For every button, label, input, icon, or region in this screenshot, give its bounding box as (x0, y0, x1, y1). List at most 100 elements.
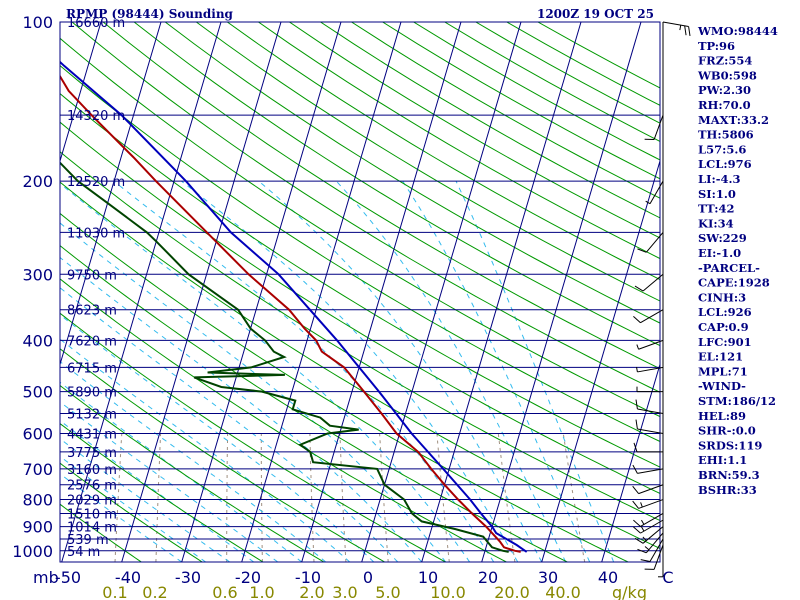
dry-adiabat-line (60, 121, 660, 494)
mixing-ratio-line (260, 433, 263, 562)
wind-barb (632, 464, 664, 474)
wind-barb (633, 442, 663, 453)
dry-adiabat-line (537, 22, 660, 89)
isotherm-line (61, 22, 222, 562)
index-value: LI:-4.3 (698, 172, 741, 186)
height-label: 6715 m (67, 361, 117, 376)
height-label: 7620 m (67, 334, 117, 349)
height-label: 8623 m (67, 304, 117, 319)
wind-barb (644, 114, 664, 141)
temperature-tick-label: -50 (55, 568, 81, 587)
index-value: EL:121 (698, 350, 743, 364)
height-label: 1014 m (67, 521, 117, 536)
moist-adiabat-line (60, 401, 279, 562)
index-value: BRN:59.3 (698, 468, 760, 482)
index-value: MPL:71 (698, 364, 748, 378)
temperature-tick-label: 20 (478, 568, 498, 587)
mixing-ratio-line (339, 433, 347, 562)
temperature-line (60, 74, 521, 553)
wind-barb (635, 399, 664, 414)
dry-adiabat-line (133, 22, 660, 347)
index-value: -PARCEL- (698, 261, 760, 275)
dry-adiabat-line (60, 244, 568, 562)
wind-barb (635, 419, 664, 434)
wind-barb (634, 526, 664, 544)
isotherm-line (541, 159, 660, 562)
wind-barb (633, 513, 664, 527)
pressure-tick-label: 500 (22, 383, 53, 402)
dry-adiabat-line (60, 212, 629, 562)
moist-adiabat-line (181, 180, 519, 562)
index-value: CINH:3 (698, 290, 746, 304)
mixing-ratio-line (226, 433, 229, 562)
index-value: RH:70.0 (698, 98, 751, 112)
moist-adiabat-line (60, 360, 327, 562)
isotherm-line (60, 22, 102, 163)
pressure-tick-label: 1000 (12, 542, 53, 561)
mixing-ratio-tick-label: 1.0 (249, 583, 274, 600)
height-label: 9750 m (67, 268, 117, 283)
mixing-ratio-line (436, 433, 450, 562)
moist-adiabat-line (60, 381, 303, 562)
temperature-tick-labels: -50 -40 -30 -20 -10 0 10 20 30 40 C (55, 568, 674, 587)
isotherm-line (0, 22, 41, 562)
isotherm-line (301, 22, 462, 562)
pressure-tick-labels: 100 200 300 400 500 600 700 800 900 1000 (12, 13, 53, 561)
moist-adiabat-line (60, 438, 230, 562)
moist-adiabat-line (60, 256, 423, 562)
wind-barb (637, 232, 664, 253)
mixing-ratio-tick-labels: 0.1 0.2 0.6 1.0 2.0 3.0 5.0 10.0 20.0 40.0 (102, 583, 581, 600)
dry-adiabat-line (60, 462, 203, 562)
index-value: TT:42 (698, 202, 735, 216)
index-value: CAP:0.9 (698, 320, 749, 334)
index-value: HEL:89 (698, 409, 746, 423)
wind-barb (632, 484, 664, 495)
chart-datetime: 1200Z 19 OCT 25 (537, 7, 654, 21)
isotherms (0, 22, 660, 562)
dry-adiabat-line (227, 22, 660, 281)
pressure-tick-label: 400 (22, 331, 53, 350)
mixing-ratio-tick-label: 3.0 (332, 583, 357, 600)
wind-barb (633, 519, 664, 534)
moist-adiabat-line (455, 180, 615, 562)
wind-barb (634, 273, 664, 292)
pressure-tick-label: 200 (22, 172, 53, 191)
wind-barb (632, 499, 664, 509)
height-labels: 16660 m 14320 m 12520 m 11030 m 9750 m 8623 m… (67, 16, 125, 560)
temperature-tick-label: 40 (598, 568, 618, 587)
grid-lines (0, 22, 660, 562)
dry-adiabat-line (102, 22, 660, 370)
isotherm-line (181, 22, 342, 562)
temperature-tick-label: 10 (418, 568, 438, 587)
mixing-ratio-tick-label: 0.2 (142, 583, 167, 600)
dry-adiabat-line (71, 22, 660, 393)
dry-adiabat-line (60, 151, 660, 522)
mixing-ratio-tick-label: 0.6 (212, 583, 237, 600)
index-value: TH:5806 (698, 128, 754, 142)
wind-barb (633, 309, 664, 324)
pressure-tick-label: 800 (22, 491, 53, 510)
height-label: 3775 m (67, 446, 117, 461)
index-value: LFC:901 (698, 335, 752, 349)
height-label: 16660 m (67, 16, 125, 31)
isotherm-line (481, 22, 642, 562)
index-value: SW:229 (698, 231, 747, 245)
wind-barb (637, 532, 664, 554)
isotherm-line (121, 22, 282, 562)
dry-adiabats (60, 22, 660, 562)
height-label: 12520 m (67, 175, 125, 190)
index-value: -WIND- (698, 379, 746, 393)
pressure-tick-label: 600 (22, 424, 53, 443)
dry-adiabat-line (60, 92, 660, 468)
dry-adiabat-line (60, 181, 660, 550)
height-label: 5890 m (67, 386, 117, 401)
mixing-ratio-unit-label: g/kg (612, 583, 647, 600)
sounding-profiles (60, 60, 528, 553)
dry-adiabat-line (60, 384, 325, 562)
temperature-tick-label: -40 (115, 568, 141, 587)
pressure-tick-label: 700 (22, 460, 53, 479)
isotherm-line (421, 22, 582, 562)
height-label: 3160 m (67, 463, 117, 478)
pressure-tick-label: 900 (22, 518, 53, 537)
index-value: L57:5.6 (698, 142, 746, 156)
